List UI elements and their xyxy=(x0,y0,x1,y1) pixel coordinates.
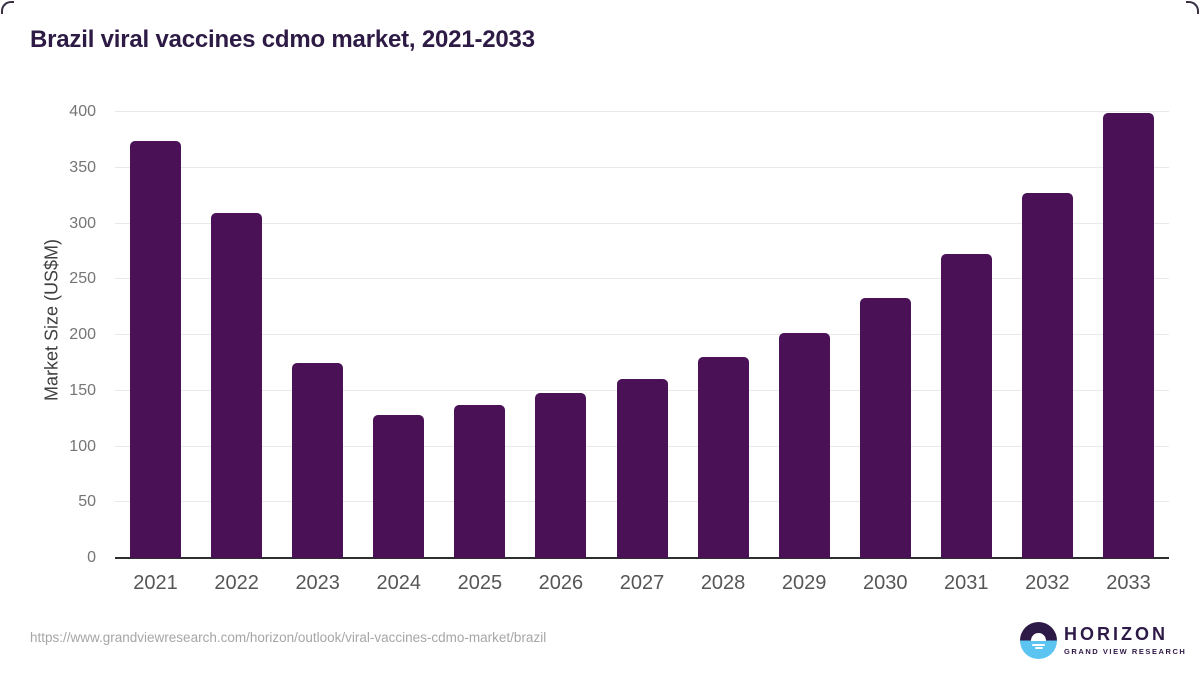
gridline-350 xyxy=(115,166,1169,168)
y-tick-300: 300 xyxy=(69,214,96,232)
x-tick-2030: 2030 xyxy=(862,572,908,594)
x-tick-2023: 2023 xyxy=(295,572,340,594)
bar-2027 xyxy=(616,378,668,558)
bar-2032 xyxy=(1021,193,1073,558)
horizon-line-icon xyxy=(1034,647,1043,650)
chart-title: Brazil viral vaccines cdmo market, 2021-… xyxy=(30,26,535,53)
bar-2026 xyxy=(535,392,587,558)
x-tick-2027: 2027 xyxy=(619,572,665,594)
x-tick-2028: 2028 xyxy=(700,572,746,594)
y-tick-250: 250 xyxy=(69,270,96,288)
y-tick-50: 50 xyxy=(78,493,96,511)
source-url: https://www.grandviewresearch.com/horizo… xyxy=(30,630,547,645)
rounded-corner-artifact-left xyxy=(1,1,14,14)
plot-area xyxy=(115,111,1169,559)
y-tick-350: 350 xyxy=(69,158,96,176)
logo-subtitle: GRAND VIEW RESEARCH xyxy=(1064,646,1187,656)
x-tick-2026: 2026 xyxy=(538,572,584,594)
bar-2025 xyxy=(454,405,506,558)
bar-2022 xyxy=(211,213,263,558)
x-tick-2022: 2022 xyxy=(214,572,259,594)
x-tick-2024: 2024 xyxy=(376,572,422,594)
x-tick-2032: 2032 xyxy=(1025,572,1070,594)
bar-2021 xyxy=(130,141,182,558)
bar-2028 xyxy=(697,357,749,558)
x-tick-2031: 2031 xyxy=(944,572,989,594)
gridline-300 xyxy=(115,222,1169,224)
horizon-sun-icon xyxy=(1020,622,1057,659)
logo-name: HORIZON xyxy=(1064,624,1168,644)
rounded-corner-artifact-right xyxy=(1186,1,1199,14)
y-tick-0: 0 xyxy=(87,549,96,566)
gridline-400 xyxy=(115,111,1169,112)
y-tick-150: 150 xyxy=(69,381,96,399)
gridline-250 xyxy=(115,278,1169,280)
logo-text: HORIZON GRAND VIEW RESEARCH xyxy=(1064,622,1186,656)
x-tick-2033: 2033 xyxy=(1106,572,1151,594)
bar-2033 xyxy=(1102,113,1154,558)
x-axis-line xyxy=(115,557,1169,559)
y-tick-400: 400 xyxy=(69,103,96,120)
x-tick-2029: 2029 xyxy=(781,572,827,594)
y-tick-100: 100 xyxy=(69,437,96,455)
y-tick-200: 200 xyxy=(69,326,96,343)
bar-2023 xyxy=(292,362,344,558)
gridline-200 xyxy=(115,334,1169,335)
y-axis-label: Market Size (US$M) xyxy=(41,238,62,402)
x-tick-2025: 2025 xyxy=(457,572,503,594)
bar-2024 xyxy=(373,415,425,558)
x-tick-2021: 2021 xyxy=(133,572,178,594)
horizon-logo: HORIZON GRAND VIEW RESEARCH xyxy=(1020,622,1186,659)
horizon-line-icon xyxy=(1032,643,1045,646)
bar-2031 xyxy=(940,253,992,558)
bar-2029 xyxy=(778,332,830,558)
bar-2030 xyxy=(859,298,911,558)
sun-icon xyxy=(1031,633,1046,641)
